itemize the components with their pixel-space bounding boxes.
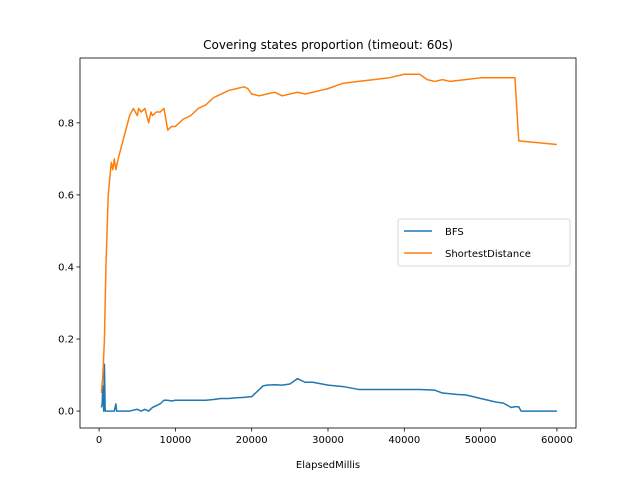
series-line-bfs xyxy=(100,363,557,412)
x-tick-label: 40000 xyxy=(388,435,420,446)
x-tick-label: 20000 xyxy=(236,435,268,446)
x-tick-label: 50000 xyxy=(465,435,497,446)
plot-lines xyxy=(100,73,557,412)
y-tick-label: 0.0 xyxy=(58,407,74,418)
chart-title: Covering states proportion (timeout: 60s… xyxy=(203,38,453,52)
legend-label-bfs: BFS xyxy=(445,227,464,238)
x-tick-label: 0 xyxy=(96,435,102,446)
y-tick-label: 0.4 xyxy=(58,262,74,273)
y-tick-label: 0.2 xyxy=(58,335,74,346)
y-tick-label: 0.8 xyxy=(58,118,74,129)
x-tick-label: 60000 xyxy=(541,435,573,446)
legend-box xyxy=(397,218,571,267)
y-tick-label: 0.6 xyxy=(58,190,74,201)
series-line-shortestdistance xyxy=(100,73,557,394)
legend: BFS ShortestDistance xyxy=(397,218,571,267)
x-tick-label: 10000 xyxy=(159,435,191,446)
legend-label-shortestdistance: ShortestDistance xyxy=(445,249,531,260)
x-axis-label: ElapsedMillis xyxy=(296,460,360,471)
y-axis-ticks: 0.0 0.2 0.4 0.6 0.8 xyxy=(58,118,80,418)
x-axis-ticks: 0 10000 20000 30000 40000 50000 60000 xyxy=(96,428,573,446)
x-tick-label: 30000 xyxy=(312,435,344,446)
